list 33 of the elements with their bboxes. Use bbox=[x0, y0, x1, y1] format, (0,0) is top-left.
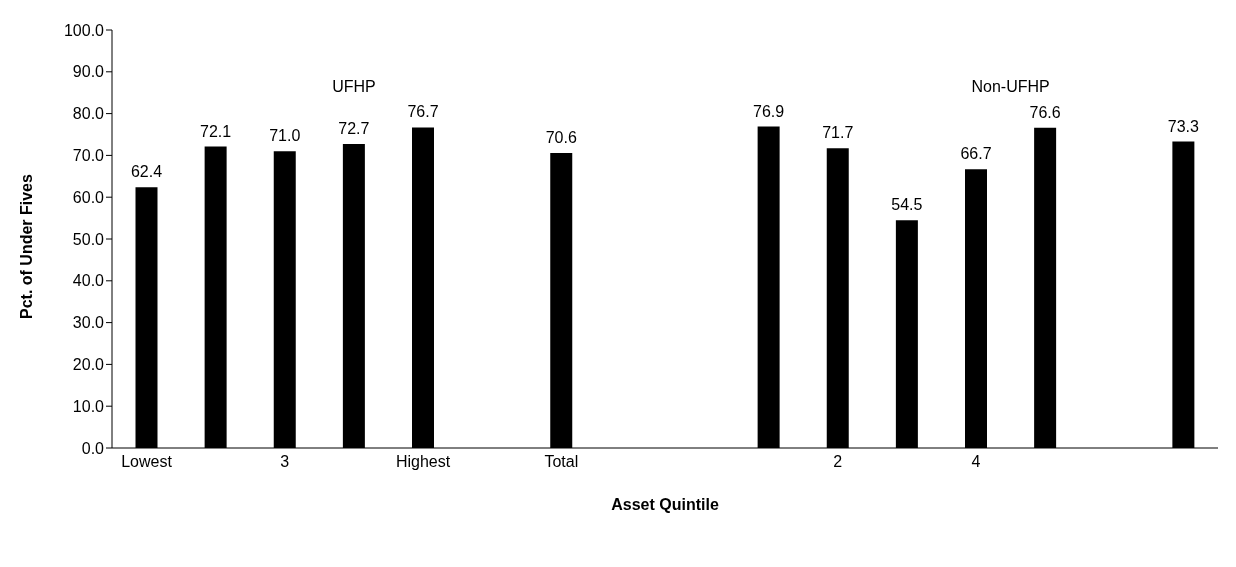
y-tick-label: 30.0 bbox=[72, 314, 105, 332]
y-tick-label: 70.0 bbox=[72, 147, 105, 165]
x-tick-label: Highest bbox=[395, 453, 451, 471]
y-tick-label: 60.0 bbox=[72, 188, 105, 206]
data-label: 73.3 bbox=[1167, 117, 1200, 135]
y-tick-label: 10.0 bbox=[72, 397, 105, 415]
y-tick-label: 40.0 bbox=[72, 272, 105, 290]
x-tick-label: 3 bbox=[280, 453, 290, 471]
x-axis-title: Asset Quintile bbox=[611, 496, 719, 513]
y-tick-label: 20.0 bbox=[72, 356, 105, 374]
data-label: 71.0 bbox=[269, 127, 301, 145]
data-label: 66.7 bbox=[960, 145, 992, 163]
data-label: 76.7 bbox=[407, 103, 439, 121]
annotation: UFHP bbox=[331, 78, 377, 96]
x-tick-label: 2 bbox=[833, 453, 843, 471]
y-tick-label: 80.0 bbox=[72, 105, 105, 123]
data-label: 54.5 bbox=[891, 196, 923, 214]
data-label: 76.9 bbox=[753, 102, 785, 120]
x-tick-label: Lowest bbox=[121, 453, 173, 471]
data-label: 76.6 bbox=[1029, 103, 1061, 121]
data-label: 62.4 bbox=[130, 163, 163, 181]
x-tick-label: Total bbox=[544, 453, 579, 471]
annotation: Non-UFHP bbox=[970, 78, 1051, 96]
data-label: 71.7 bbox=[822, 124, 854, 142]
y-tick-label: 100.0 bbox=[63, 21, 105, 39]
data-label: 72.1 bbox=[200, 122, 232, 140]
y-tick-label: 50.0 bbox=[72, 230, 105, 248]
y-axis-title: Pct. of Under Fives bbox=[17, 173, 35, 319]
data-label: 70.6 bbox=[545, 128, 577, 146]
data-label: 72.7 bbox=[338, 120, 370, 138]
y-tick-label: 90.0 bbox=[72, 63, 105, 81]
y-tick-label: 0.0 bbox=[81, 439, 105, 457]
x-tick-label: 4 bbox=[971, 453, 981, 471]
